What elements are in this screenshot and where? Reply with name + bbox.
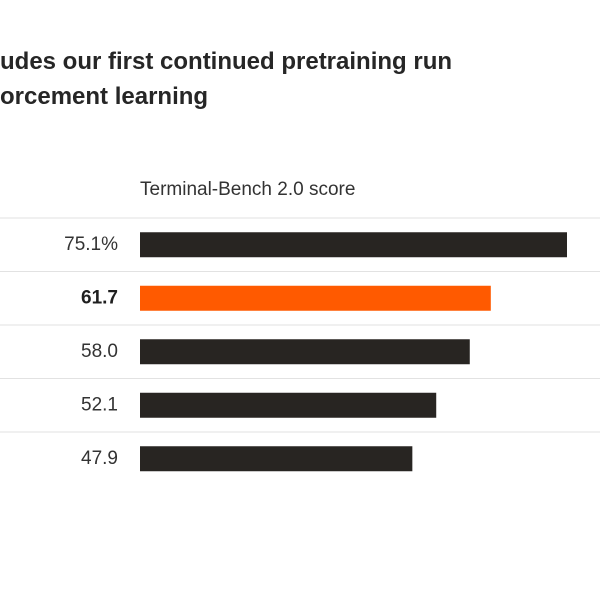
bar-4 bbox=[140, 446, 413, 472]
value-label-0: 75.1% bbox=[64, 234, 118, 255]
axis-title: Terminal-Bench 2.0 score bbox=[140, 179, 356, 200]
value-label-1: 61.7 bbox=[81, 287, 118, 308]
value-label-4: 47.9 bbox=[81, 448, 118, 469]
bar-3 bbox=[140, 392, 437, 418]
value-label-2: 58.0 bbox=[81, 341, 118, 362]
chart-title: udes our first continued pretraining run… bbox=[0, 44, 600, 114]
bar-2 bbox=[140, 339, 470, 365]
value-label-3: 52.1 bbox=[81, 394, 118, 415]
chart-title-line-1: udes our first continued pretraining run bbox=[0, 48, 453, 75]
chart-title-line-2: orcement learning bbox=[0, 83, 209, 110]
bar-0 bbox=[140, 232, 567, 258]
bar-1 bbox=[140, 285, 491, 311]
